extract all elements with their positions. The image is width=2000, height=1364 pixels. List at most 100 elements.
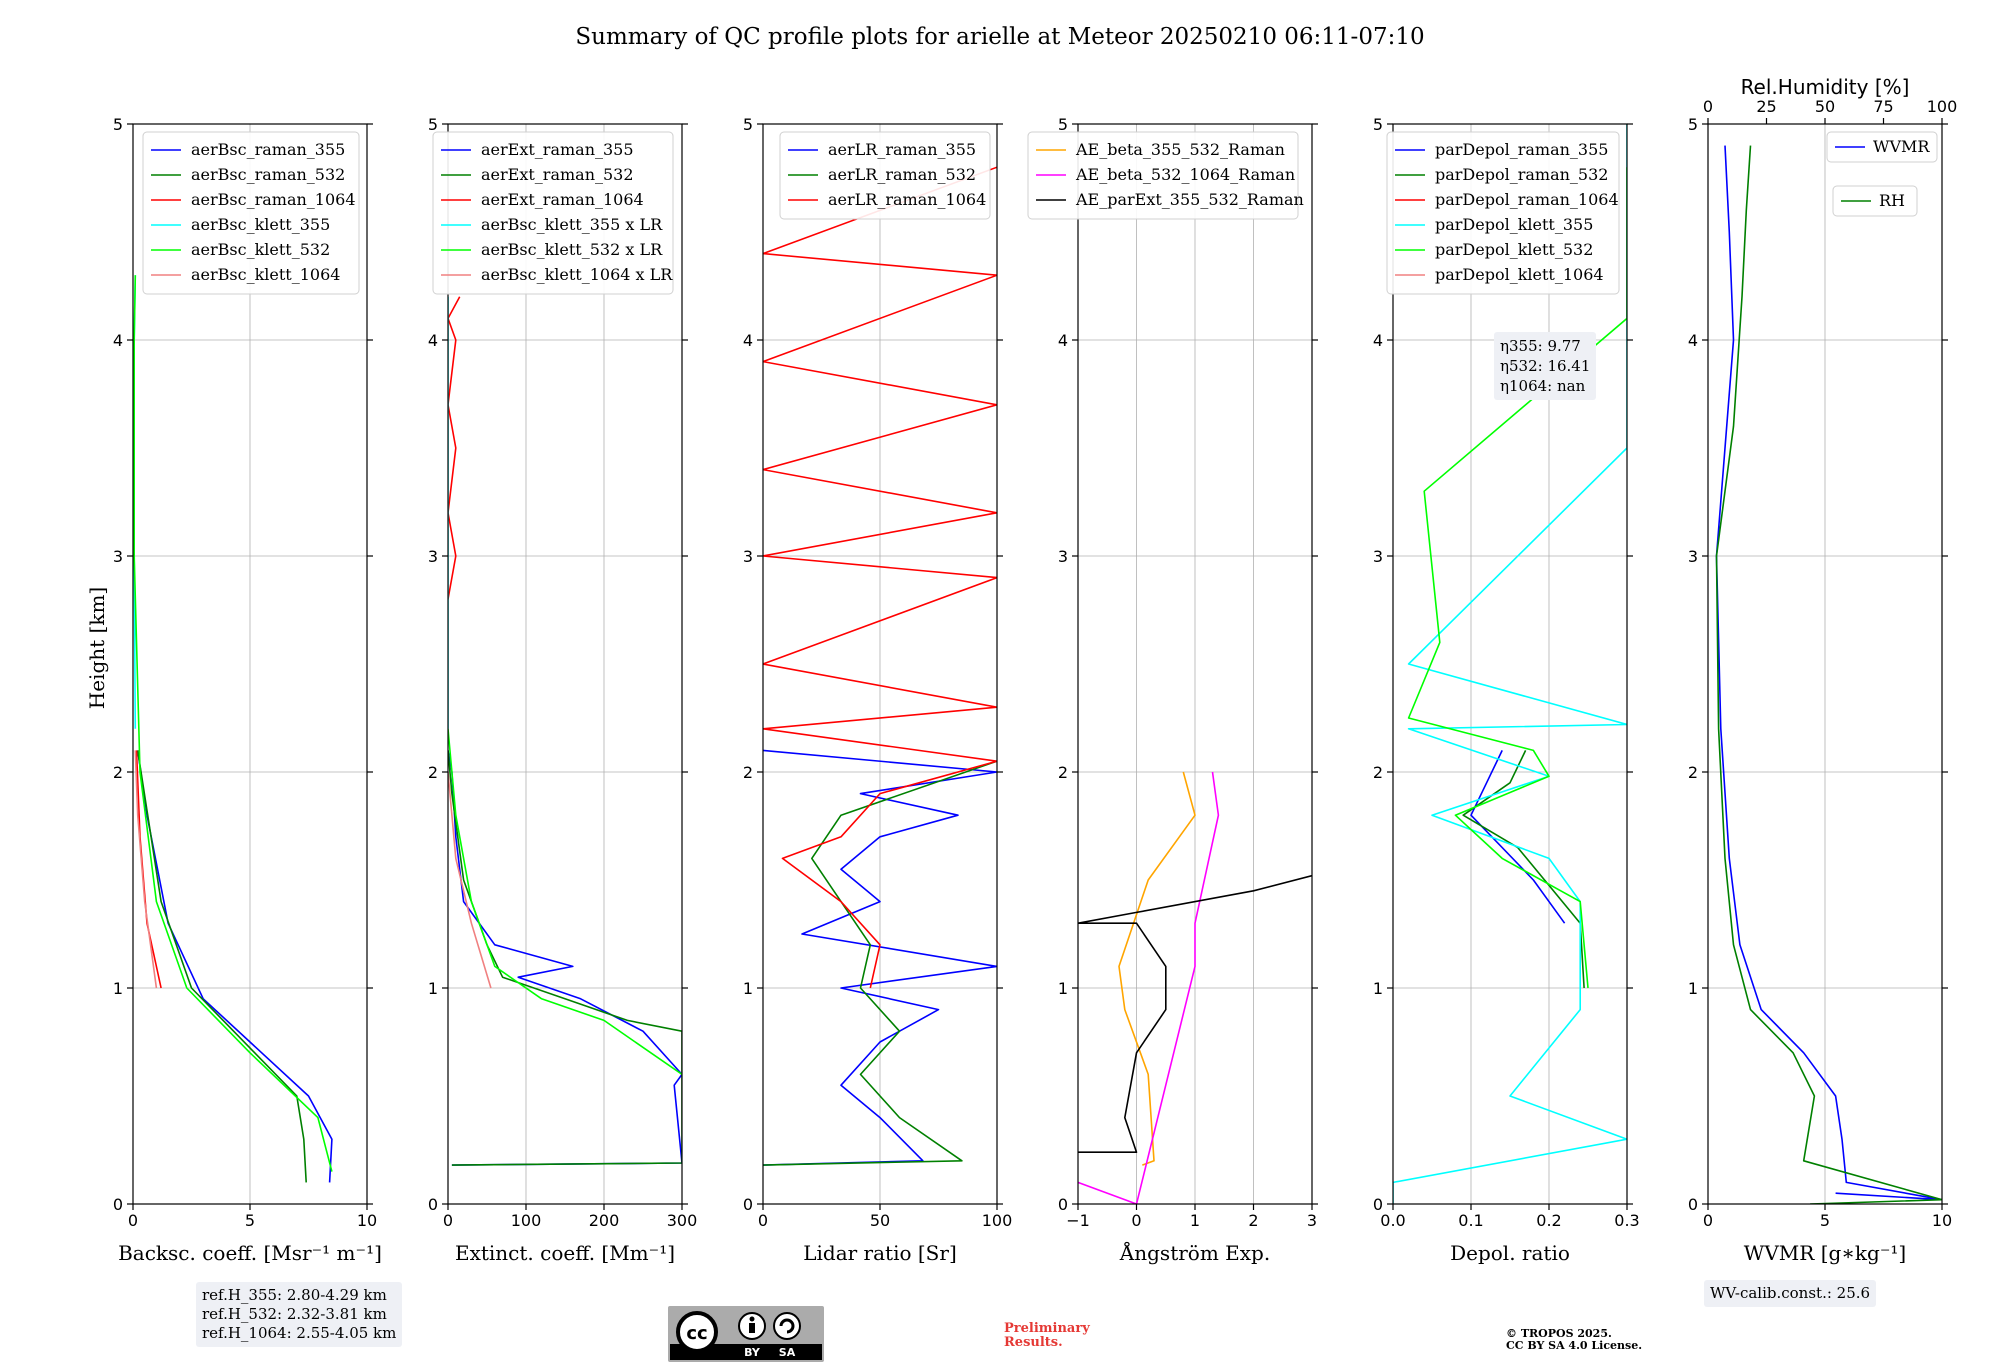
x-tick-label: 100 (511, 1211, 542, 1230)
y-tick-label: 0 (113, 1195, 123, 1214)
x-tick-label: 2 (1248, 1211, 1258, 1230)
preliminary-note: Preliminary Results. (1004, 1322, 1090, 1350)
by-label: BY (744, 1346, 761, 1359)
legend-item: AE_parExt_355_532_Raman (1075, 190, 1304, 209)
legend-item: parDepol_klett_532 (1435, 240, 1593, 259)
x-axis-label: Depol. ratio (1450, 1241, 1570, 1265)
legend-item: parDepol_raman_1064 (1435, 190, 1619, 209)
svg-text:cc: cc (686, 1323, 707, 1344)
legend-item: parDepol_klett_1064 (1435, 265, 1604, 284)
x2-tick-label: 25 (1756, 97, 1776, 116)
y-tick-label: 1 (428, 979, 438, 998)
legend-item: parDepol_raman_532 (1435, 165, 1608, 184)
y-tick-label: 2 (428, 763, 438, 782)
legend: aerBsc_raman_355 aerBsc_raman_532 aerBsc_r… (142, 131, 360, 295)
legend-item: aerBsc_raman_355 (191, 140, 345, 159)
y-tick-label: 0 (428, 1195, 438, 1214)
y-tick-label: 0 (1373, 1195, 1383, 1214)
ref-height-355: ref.H_355: 2.80-4.29 km (202, 1286, 387, 1304)
y-tick-label: 3 (428, 547, 438, 566)
depol-eta-box: η355: 9.77 η532: 16.41 η1064: nan (1494, 332, 1597, 400)
y-tick-label: 1 (1373, 979, 1383, 998)
y-tick-label: 4 (428, 331, 438, 350)
x-tick-label: 50 (870, 1211, 890, 1230)
series-group (1715, 145, 1942, 1204)
ref-height-1064: ref.H_1064: 2.55-4.05 km (202, 1324, 397, 1342)
plot-frame (1077, 123, 1313, 1205)
y-tick-label: 1 (743, 979, 753, 998)
eta-1064: η1064: nan (1500, 377, 1586, 395)
x2-axis-label: Rel.Humidity [%] (1741, 75, 1910, 99)
y-tick-label: 0 (1058, 1195, 1068, 1214)
legend-box (779, 131, 991, 220)
x-axis-label: Ångström Exp. (1119, 1240, 1270, 1265)
series-line-aerBsc_raman_355 (136, 750, 333, 1183)
legend-item: aerExt_raman_355 (481, 140, 634, 159)
y-axis-label: Height [km] (85, 587, 109, 709)
x-tick-label: 5 (1820, 1211, 1830, 1230)
y-tick-label: 5 (743, 115, 753, 134)
cc-badge-graphic: cc BY SA (670, 1308, 822, 1359)
x-tick-label: 0 (1703, 1211, 1713, 1230)
panel-2: 0 100 200 300 0 1 2 3 4 5 Extinct. coeff. [Mm⁻¹] ae… (428, 115, 697, 1265)
y-tick-label: 3 (1688, 547, 1698, 566)
x-tick-label: 100 (982, 1211, 1013, 1230)
y-tick-label: 2 (1373, 763, 1383, 782)
copyright-line-1: © TROPOS 2025. (1506, 1327, 1612, 1340)
panel-1: 0 5 10 0 1 2 3 4 5 Backsc. coeff. [Msr⁻¹ m⁻¹] aerB… (113, 115, 382, 1265)
y-tick-label: 2 (113, 763, 123, 782)
ref-height-532: ref.H_532: 2.32-3.81 km (202, 1305, 387, 1323)
panel-5: 0.0 0.1 0.2 0.3 0 1 2 3 4 5 Depol. ratio parDepol_r… (1373, 115, 1640, 1265)
x-tick-label: 300 (667, 1211, 698, 1230)
legend-box (1826, 131, 1938, 163)
series-line-RH (1715, 145, 1942, 1204)
x-axis-label: Extinct. coeff. [Mm⁻¹] (455, 1241, 675, 1265)
legend-item: aerLR_raman_1064 (828, 190, 986, 209)
y-tick-label: 3 (743, 547, 753, 566)
copyright-note: © TROPOS 2025. CC BY SA 4.0 License. (1506, 1328, 1642, 1352)
x-tick-label: 5 (245, 1211, 255, 1230)
y-tick-label: 5 (1058, 115, 1068, 134)
series-group (1393, 124, 1627, 1204)
y-tick-label: 1 (1688, 979, 1698, 998)
series-group (448, 296, 682, 1166)
legend-box (432, 131, 674, 295)
series-line-AE_beta_355_532_Raman (1118, 771, 1196, 1166)
y-tick-label: 5 (1373, 115, 1383, 134)
series-line-WVMR (1715, 145, 1942, 1201)
legend-item: WVMR (1873, 137, 1930, 156)
series-line-aerExt_raman_355 (448, 750, 682, 1166)
x-tick-label: 10 (357, 1211, 377, 1230)
y-tick-label: 4 (1373, 331, 1383, 350)
legend-item: aerExt_raman_532 (481, 165, 634, 184)
legend-item: AE_beta_532_1064_Raman (1075, 165, 1295, 184)
plot-frame (447, 123, 683, 1205)
copyright-line-2: CC BY SA 4.0 License. (1506, 1339, 1643, 1352)
legend-item: aerBsc_raman_1064 (191, 190, 356, 209)
x-tick-label: 10 (1932, 1211, 1952, 1230)
y-tick-label: 4 (113, 331, 123, 350)
x-tick-label: 0.2 (1536, 1211, 1561, 1230)
legend-box (1832, 185, 1918, 217)
y-tick-label: 5 (113, 115, 123, 134)
y-tick-label: 4 (743, 331, 753, 350)
wv-calib-const: WV-calib.const.: 25.6 (1710, 1284, 1871, 1302)
y-tick-label: 3 (1058, 547, 1068, 566)
eta-355: η355: 9.77 (1500, 337, 1581, 355)
y-tick-label: 4 (1058, 331, 1068, 350)
legend: parDepol_raman_355 parDepol_raman_532 parD… (1386, 131, 1620, 295)
legend: aerExt_raman_355 aerExt_raman_532 aerExt_r… (432, 131, 674, 295)
legend-box (142, 131, 360, 295)
series-line-aerExt_raman_532 (448, 750, 682, 1166)
eta-532: η532: 16.41 (1500, 357, 1591, 375)
x-tick-label: 3 (1307, 1211, 1317, 1230)
x-tick-label: 0 (1131, 1211, 1141, 1230)
y-tick-label: 1 (113, 979, 123, 998)
ref-heights-box: ref.H_355: 2.80-4.29 km ref.H_532: 2.32-… (196, 1282, 403, 1347)
legend-item: aerBsc_klett_532 x LR (481, 240, 663, 259)
series-line-aerBsc_klett_1064 (134, 750, 158, 989)
